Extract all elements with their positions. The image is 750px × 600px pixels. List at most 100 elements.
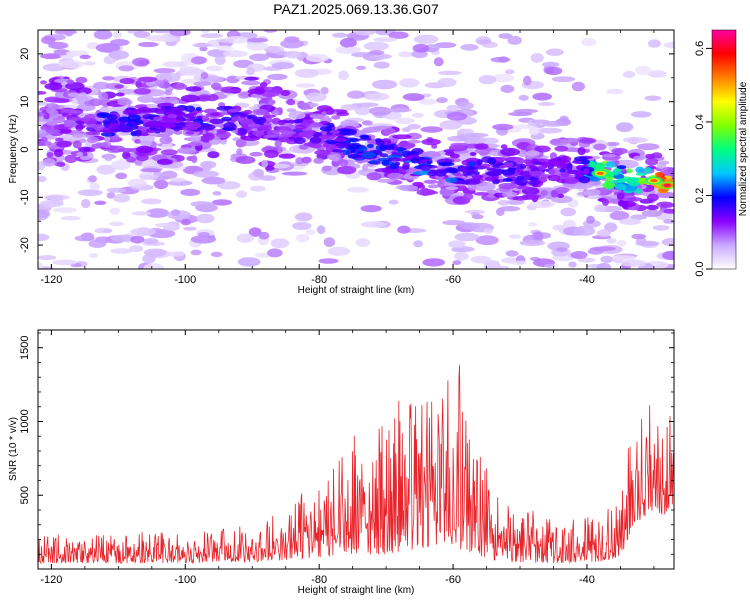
spectrogram-cell xyxy=(596,262,612,269)
spectrogram-x-tick-label: -80 xyxy=(311,274,327,286)
spectrogram-cell xyxy=(445,152,455,156)
spectrogram-cell xyxy=(186,118,194,122)
spectrogram-cell xyxy=(94,200,107,205)
spectrogram-cell xyxy=(325,107,335,115)
spectrogram-cell xyxy=(74,235,95,242)
spectrogram-cell xyxy=(38,262,44,269)
spectrogram-cell xyxy=(335,142,352,147)
spectrogram-cell xyxy=(137,76,158,83)
spectrogram-cell xyxy=(248,227,262,238)
spectrogram-cell xyxy=(295,124,306,130)
spectrogram-cell xyxy=(141,198,162,205)
spectrogram-x-ticks: -120 -100 -80 -60 -40 xyxy=(40,30,655,286)
spectrogram-cell xyxy=(359,134,370,139)
spectrogram-cell xyxy=(281,171,308,176)
spectrogram-cell xyxy=(249,53,270,62)
spectrogram-cell xyxy=(584,189,601,196)
spectrogram-cell xyxy=(131,211,152,216)
spectrogram-cell xyxy=(554,145,569,152)
spectrogram-cell xyxy=(363,41,389,51)
spectrogram-cell xyxy=(294,212,313,222)
spectrogram-cell xyxy=(180,218,191,226)
spectrogram-cell xyxy=(491,169,505,175)
spectrogram-cell xyxy=(129,245,144,253)
spectrogram-cell xyxy=(108,50,130,60)
spectrogram-cell xyxy=(180,188,201,196)
spectrogram-cell xyxy=(156,158,173,165)
snr-y-tick-label: 500 xyxy=(19,486,31,504)
spectrogram-cell xyxy=(190,235,217,244)
spectrogram-cell xyxy=(44,96,61,103)
snr-frame xyxy=(37,329,675,570)
spectrogram-cell xyxy=(467,182,477,191)
spectrogram-cell xyxy=(128,110,142,115)
spectrogram-cell xyxy=(511,124,534,129)
spectrogram-cell xyxy=(388,199,399,205)
spectrogram-cell xyxy=(340,119,359,128)
spectrogram-cell xyxy=(339,37,357,48)
spectrogram-cell xyxy=(622,137,648,143)
spectrogram-cell xyxy=(190,135,202,142)
spectrogram-cell xyxy=(387,107,412,113)
spectrogram-cell xyxy=(602,153,616,158)
spectrogram-cell xyxy=(138,41,159,48)
spectrogram-cell xyxy=(560,171,569,178)
spectrogram-cell xyxy=(154,222,178,228)
spectrogram-cell xyxy=(322,142,329,148)
spectrogram-cell xyxy=(505,250,519,257)
spectrogram-cell xyxy=(481,163,491,169)
spectrogram-cell xyxy=(547,174,561,182)
spectrogram-cell xyxy=(292,222,312,230)
spectrogram-cell xyxy=(401,127,411,133)
spectrogram-cell xyxy=(590,246,616,251)
colorbar-tick-label: 0.4 xyxy=(694,114,706,129)
spectrogram-cell xyxy=(442,220,466,226)
spectrogram-cell xyxy=(59,60,84,69)
spectrogram-cell xyxy=(471,174,484,179)
spectrogram-cell xyxy=(284,50,302,59)
spectrogram-cell xyxy=(119,120,127,127)
spectrogram-cell xyxy=(215,38,235,43)
spectrogram-cell xyxy=(342,149,351,156)
spectrogram-cell xyxy=(652,225,670,231)
spectrogram-cell xyxy=(136,145,154,154)
spectrogram-cell xyxy=(555,247,568,252)
spectrogram-cell xyxy=(278,121,286,126)
spectrogram-cell xyxy=(252,108,268,116)
spectrogram-cell xyxy=(342,128,358,136)
snr-y-tick-label: 1000 xyxy=(19,409,31,433)
spectrogram-cell xyxy=(606,88,624,95)
spectrogram-cell xyxy=(241,80,261,86)
spectrogram-cell xyxy=(139,140,153,146)
spectrogram-cell xyxy=(310,143,322,149)
spectrogram-cell xyxy=(153,68,176,74)
spectrogram-cell xyxy=(170,209,181,217)
spectrogram-cell xyxy=(40,53,62,60)
spectrogram-cell xyxy=(109,39,130,46)
spectrogram-cell xyxy=(212,199,232,206)
spectrogram-cell xyxy=(175,115,185,122)
spectrogram-cell xyxy=(506,199,525,205)
spectrogram-cell xyxy=(626,168,633,174)
spectrogram-x-tick-label: -100 xyxy=(174,274,196,286)
spectrogram-cell xyxy=(38,233,50,242)
spectrogram-cell xyxy=(399,184,418,192)
spectrogram-cell xyxy=(574,181,594,189)
spectrogram-cell xyxy=(106,187,127,193)
spectrogram-cell xyxy=(454,232,480,242)
spectrogram-cell xyxy=(361,151,377,159)
spectrogram-cell xyxy=(337,165,357,175)
spectrogram-cell xyxy=(499,206,520,212)
spectrogram-cell xyxy=(295,234,310,243)
spectrogram-cell xyxy=(630,111,652,118)
spectrogram-cell xyxy=(153,116,164,121)
spectrogram-cell xyxy=(196,213,215,224)
spectrogram-cell xyxy=(548,168,556,176)
spectrogram-cell xyxy=(143,248,167,257)
spectrogram-cell xyxy=(573,156,588,161)
spectrogram-cell xyxy=(433,57,444,67)
snr-series-line xyxy=(37,364,675,565)
spectrogram-cell xyxy=(446,104,460,112)
spectrogram-cell xyxy=(537,102,555,106)
